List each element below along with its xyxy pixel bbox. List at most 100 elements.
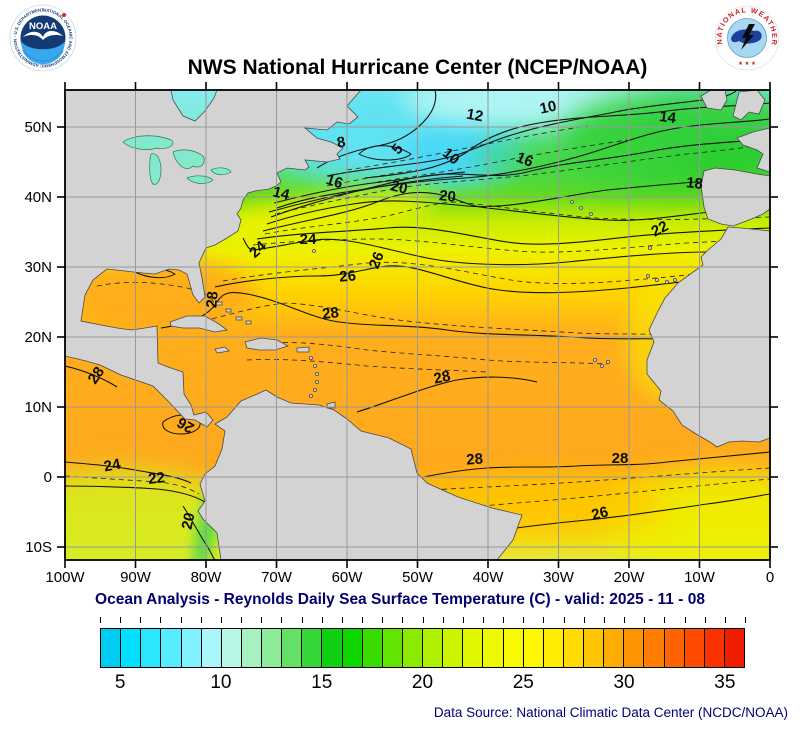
colorbar-cell: [180, 629, 201, 667]
lon-tick-label: 90W: [120, 569, 152, 586]
colorbar-boundary-tick: [482, 617, 484, 623]
colorbar-value-label: 10: [210, 672, 232, 693]
contour-label: 26: [366, 249, 388, 271]
colorbar-cell: [502, 629, 523, 667]
contour-label: 12: [465, 106, 484, 126]
colorbar-boundary-tick: [583, 617, 585, 623]
france-landmass: [736, 127, 770, 173]
colorbar-boundary-tick: [220, 617, 222, 623]
colorbar-boundary-tick: [241, 617, 243, 623]
colorbar-boundary-tick: [503, 617, 505, 623]
colorbar-boundary-tick: [624, 617, 626, 623]
colorbar-value-label: 25: [512, 672, 534, 693]
page-title: NWS National Hurricane Center (NCEP/NOAA…: [187, 56, 648, 79]
contour-label: 28: [612, 450, 629, 467]
colorbar-tick-labels: 5 10 15 20 25 30 35: [100, 672, 745, 696]
colorbar-cell: [200, 629, 221, 667]
colorbar-cell: [361, 629, 382, 667]
contour-label: 20: [179, 511, 199, 531]
cuba-island: [169, 315, 228, 333]
puerto-rico-island: [296, 346, 310, 353]
colorbar-cell: [542, 629, 563, 667]
colorbar-boundary-tick: [442, 617, 444, 623]
colorbar-boundary-tick: [462, 617, 464, 623]
contour-label: 16: [324, 171, 345, 192]
colorbar-cell: [220, 629, 241, 667]
colorbar-cell: [623, 629, 644, 667]
lat-tick-label: 50N: [24, 119, 52, 136]
colorbar-boundary-tick: [704, 617, 706, 623]
colorbar-cell: [562, 629, 583, 667]
colorbar-boundary-tick: [140, 617, 142, 623]
contour-label: 16: [514, 149, 536, 171]
colorbar-boundary-tick: [563, 617, 565, 623]
colorbar-cell: [301, 629, 322, 667]
colorbar-ticks: [100, 617, 746, 623]
colorbar-boundary-tick: [100, 617, 101, 623]
colorbar-cell: [321, 629, 342, 667]
contour-label: 28: [321, 304, 339, 323]
colorbar-boundary-tick: [382, 617, 384, 623]
lon-tick-label: 20W: [614, 569, 646, 586]
colorbar-boundary-tick: [120, 617, 122, 623]
colorbar-boundary-tick: [341, 617, 343, 623]
colorbar-boundary-tick: [362, 617, 364, 623]
colorbar-cell: [261, 629, 282, 667]
contour-label: 24: [103, 456, 123, 476]
contour-label: 24: [300, 231, 317, 248]
colorbar-boundary-tick: [321, 617, 323, 623]
colorbar-value-label: 5: [114, 672, 126, 693]
colorbar-cell: [442, 629, 463, 667]
temperature-colorbar: [100, 628, 745, 668]
colorbar-cell: [281, 629, 302, 667]
colorbar-cell: [160, 629, 181, 667]
colorbar-boundary-tick: [261, 617, 263, 623]
colorbar-cell: [101, 629, 121, 667]
lat-tick-label: 0: [44, 469, 52, 486]
contour-label: 22: [649, 218, 672, 241]
contour-label: 14: [271, 183, 292, 204]
island-specks: [215, 200, 678, 398]
ireland-island: [700, 90, 728, 111]
lon-tick-label: 0: [766, 569, 774, 586]
colorbar-boundary-tick: [603, 617, 605, 623]
noaa-red-dot: [62, 13, 66, 17]
noaa-logo: NATIONAL OCEANIC AND ATMOSPHERIC ADMINIS…: [9, 4, 77, 72]
colorbar-value-label: 15: [311, 672, 333, 693]
colorbar-boundary-tick: [422, 617, 424, 623]
contour-label: 20: [389, 177, 409, 198]
axis-layer: 100W 90W 80W 70W 60W 50W 40W 30W 20W 10W 0 50N 40N 30…: [24, 82, 778, 586]
colorbar-cell: [401, 629, 422, 667]
colorbar-value-label: 35: [714, 672, 736, 693]
contour-label: 14: [658, 108, 678, 127]
contour-label: 26: [174, 413, 197, 436]
colorbar-cell: [522, 629, 543, 667]
map-caption: Ocean Analysis - Reynolds Daily Sea Surf…: [95, 591, 705, 608]
contour-label: 18: [685, 174, 703, 193]
contour-label: 26: [339, 267, 357, 285]
nws-logo: NATIONAL WEATHER SERVICE ★ ★ ★: [715, 5, 780, 71]
colorbar-cell: [683, 629, 704, 667]
contour-label: 28: [203, 291, 221, 309]
colorbar-cell: [663, 629, 684, 667]
colorbar-cell: [703, 629, 724, 667]
colorbar-cell: [120, 629, 141, 667]
colorbar-cell: [482, 629, 503, 667]
sst-map: 8 5 12 10 14 10 16 16 14 20 20 18 22 24 24 26 26 28 28 28 28…: [24, 82, 778, 586]
colorbar-cell: [240, 629, 261, 667]
lat-tick-label: 40N: [24, 189, 52, 206]
noaa-gull-icon: [23, 30, 63, 40]
contour-label: 28: [85, 364, 108, 387]
contour-label: 28: [466, 450, 484, 468]
lat-tick-label: 10N: [24, 399, 52, 416]
lat-tick-label: 30N: [24, 259, 52, 276]
colorbar-cell: [643, 629, 664, 667]
colorbar-boundary-tick: [543, 617, 545, 623]
colorbar-boundary-tick: [644, 617, 646, 623]
lat-lon-grid: [65, 90, 770, 560]
lon-tick-label: 30W: [543, 569, 575, 586]
colorbar-cell: [583, 629, 604, 667]
colorbar-cell: [381, 629, 402, 667]
colorbar-boundary-tick: [684, 617, 686, 623]
